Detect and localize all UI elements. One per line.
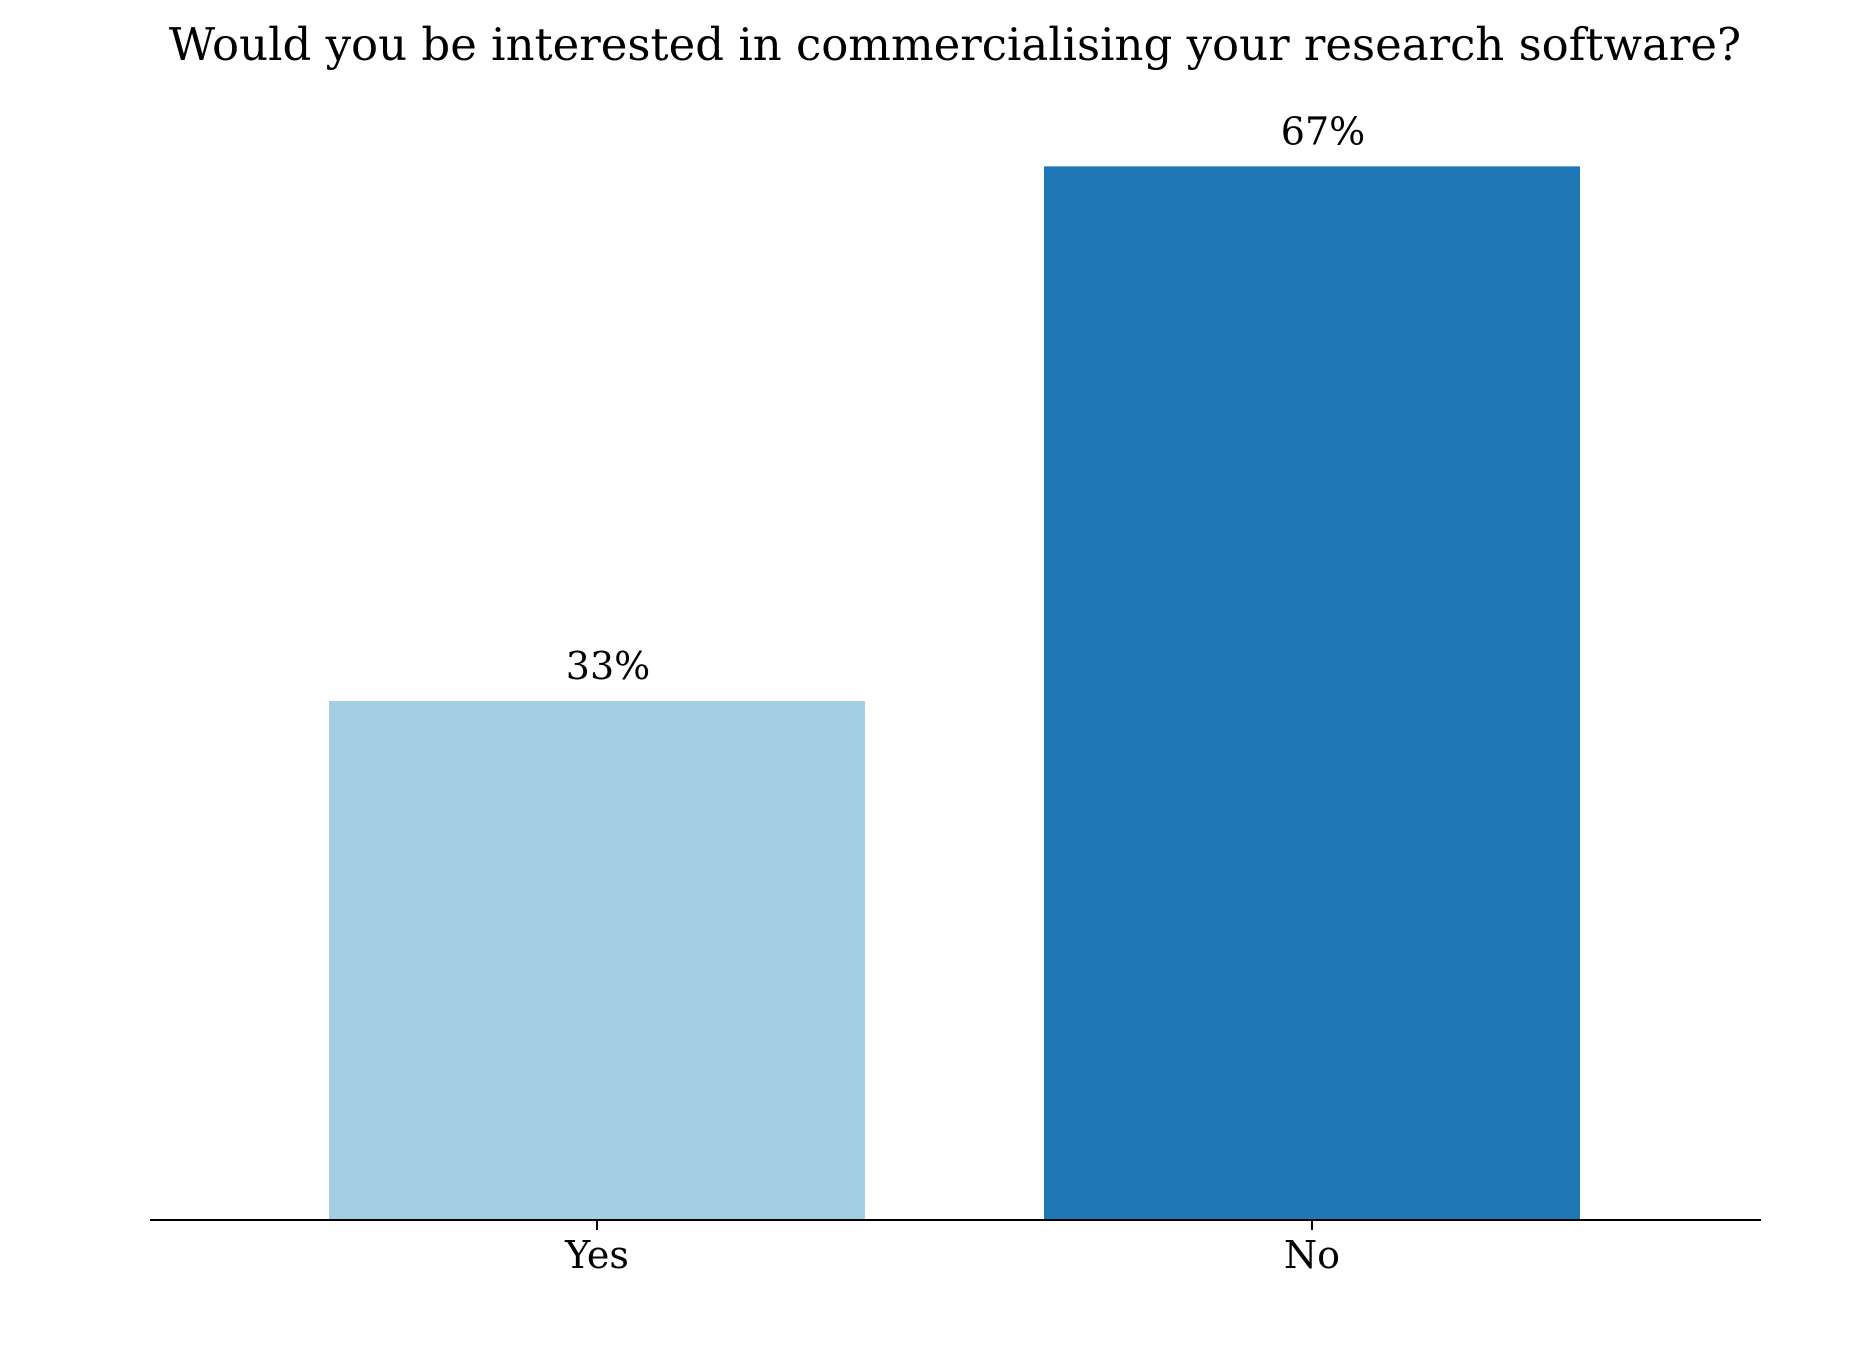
bars-group bbox=[329, 166, 1580, 1220]
x-axis: Yes No bbox=[150, 1219, 1761, 1277]
data-label-yes: 33% bbox=[566, 644, 650, 688]
x-tick-label-no: No bbox=[1284, 1233, 1340, 1277]
data-labels-group: 33% 67% bbox=[566, 109, 1365, 688]
data-label-no: 67% bbox=[1281, 109, 1365, 153]
x-tick-label-yes: Yes bbox=[564, 1233, 629, 1277]
bar-no bbox=[1044, 166, 1580, 1220]
chart-title: Would you be interested in commercialisi… bbox=[169, 18, 1741, 71]
x-ticks-group: Yes No bbox=[564, 1220, 1340, 1277]
bar-yes bbox=[329, 701, 865, 1220]
